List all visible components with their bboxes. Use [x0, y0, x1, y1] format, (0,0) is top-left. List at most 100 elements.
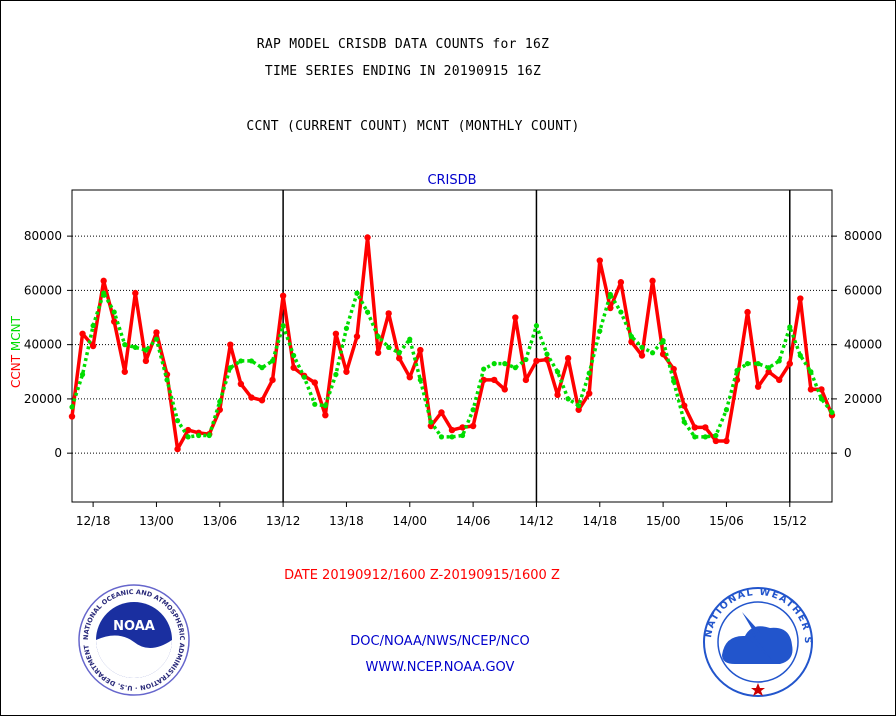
- nws-logo-star: [751, 683, 765, 696]
- nws-logo-ring-textpath: NATIONAL WEATHER SERVICE: [0, 0, 812, 645]
- data-point-mcnt: [164, 377, 170, 383]
- data-point-mcnt: [565, 396, 571, 402]
- data-point-ccnt: [406, 374, 413, 381]
- plot-area: [71, 189, 833, 503]
- data-point-mcnt: [375, 333, 381, 340]
- nws-logo-lightning: [742, 612, 772, 660]
- y-tick-label-right: 20000: [844, 392, 882, 406]
- data-point-ccnt: [617, 279, 625, 286]
- data-point-mcnt: [660, 337, 666, 344]
- data-point-mcnt: [554, 369, 561, 375]
- data-point-ccnt: [543, 356, 551, 363]
- data-point-ccnt: [702, 424, 709, 431]
- data-point-ccnt: [279, 292, 287, 300]
- data-point-ccnt: [586, 390, 593, 397]
- data-point-ccnt: [353, 333, 361, 340]
- data-point-mcnt: [196, 432, 202, 439]
- data-point-mcnt: [491, 361, 497, 367]
- data-point-ccnt: [174, 445, 181, 453]
- data-point-ccnt: [501, 386, 508, 393]
- data-point-mcnt: [744, 361, 751, 367]
- data-point-mcnt: [248, 358, 255, 364]
- data-point-ccnt: [322, 411, 329, 419]
- x-tick-label: 14/12: [519, 514, 554, 528]
- data-point-mcnt: [259, 365, 265, 371]
- data-point-mcnt: [702, 434, 708, 440]
- y-tick-label-left: 80000: [24, 229, 62, 243]
- data-point-mcnt: [797, 352, 803, 359]
- data-point-ccnt: [374, 349, 382, 356]
- data-point-ccnt: [575, 406, 582, 413]
- data-point-mcnt: [312, 401, 318, 407]
- data-point-ccnt: [290, 364, 297, 371]
- chart-title-line1: RAP MODEL CRISDB DATA COUNTS for 16Z: [256, 37, 550, 52]
- data-point-mcnt: [502, 361, 508, 367]
- data-point-ccnt: [89, 342, 97, 350]
- data-point-ccnt: [427, 422, 435, 430]
- data-point-mcnt: [449, 434, 455, 440]
- y-tick-label-left: 40000: [24, 338, 62, 352]
- x-axis-label: DATE 20190912/1600 Z-20190915/1600 Z: [284, 568, 560, 583]
- data-point-mcnt: [101, 290, 107, 296]
- data-point-ccnt: [638, 352, 646, 359]
- y-axis-label-ccnt: CCNT: [9, 354, 23, 388]
- data-point-ccnt: [79, 330, 86, 337]
- y-tick-label-left: 20000: [24, 392, 62, 406]
- x-tick-label: 14/06: [456, 514, 491, 528]
- data-point-mcnt: [90, 323, 96, 329]
- x-tick-label: 13/06: [202, 514, 237, 528]
- series-line-mcnt: [70, 291, 834, 439]
- y-tick-label-right: 60000: [844, 283, 882, 297]
- noaa-logo-text: NOAA: [113, 619, 155, 634]
- data-point-ccnt: [491, 376, 498, 384]
- data-point-ccnt: [396, 355, 403, 362]
- data-point-mcnt: [174, 418, 181, 424]
- data-point-mcnt: [470, 407, 476, 413]
- data-point-mcnt: [586, 370, 592, 376]
- data-point-mcnt: [639, 344, 645, 350]
- data-point-mcnt: [766, 365, 772, 371]
- data-point-ccnt: [258, 397, 266, 404]
- data-point-mcnt: [343, 325, 350, 331]
- data-point-ccnt: [459, 424, 466, 431]
- data-point-ccnt: [448, 426, 456, 434]
- data-point-mcnt: [723, 407, 730, 413]
- data-point-ccnt: [311, 379, 318, 386]
- x-tick-label: 13/12: [266, 514, 301, 528]
- data-point-ccnt: [797, 295, 804, 302]
- data-point-mcnt: [132, 344, 138, 350]
- data-point-mcnt: [407, 336, 413, 342]
- chart-title-line3: CCNT (CURRENT COUNT) MCNT (MONTHLY COUNT…: [246, 119, 580, 134]
- data-point-ccnt: [184, 426, 192, 434]
- data-point-ccnt: [564, 355, 572, 362]
- data-point-mcnt: [386, 344, 392, 350]
- data-point-mcnt: [143, 347, 149, 353]
- data-point-mcnt: [280, 323, 286, 329]
- data-point-ccnt: [417, 346, 424, 354]
- data-point-mcnt: [576, 403, 582, 409]
- data-point-ccnt: [712, 437, 720, 445]
- data-point-ccnt: [248, 394, 255, 401]
- data-point-ccnt: [237, 380, 245, 388]
- data-point-mcnt: [618, 309, 624, 315]
- data-point-mcnt: [122, 342, 128, 348]
- data-point-ccnt: [227, 341, 234, 348]
- data-point-ccnt: [776, 376, 783, 384]
- data-point-mcnt: [776, 358, 782, 364]
- data-point-mcnt: [713, 432, 719, 439]
- data-point-ccnt: [512, 314, 519, 321]
- data-point-ccnt: [364, 234, 371, 241]
- data-point-mcnt: [227, 365, 233, 371]
- data-point-mcnt: [649, 350, 656, 356]
- x-tick-label: 13/18: [329, 514, 364, 528]
- x-tick-label: 15/12: [772, 514, 807, 528]
- footer-url: WWW.NCEP.NOAA.GOV: [366, 660, 515, 675]
- data-point-mcnt: [333, 371, 339, 378]
- data-point-mcnt: [438, 434, 445, 440]
- data-point-ccnt: [111, 318, 118, 325]
- nws-logo-ring-text: NATIONAL WEATHER SERVICE: [0, 0, 812, 645]
- data-point-mcnt: [755, 361, 761, 367]
- x-tick-label: 15/06: [709, 514, 744, 528]
- data-point-ccnt: [681, 402, 688, 409]
